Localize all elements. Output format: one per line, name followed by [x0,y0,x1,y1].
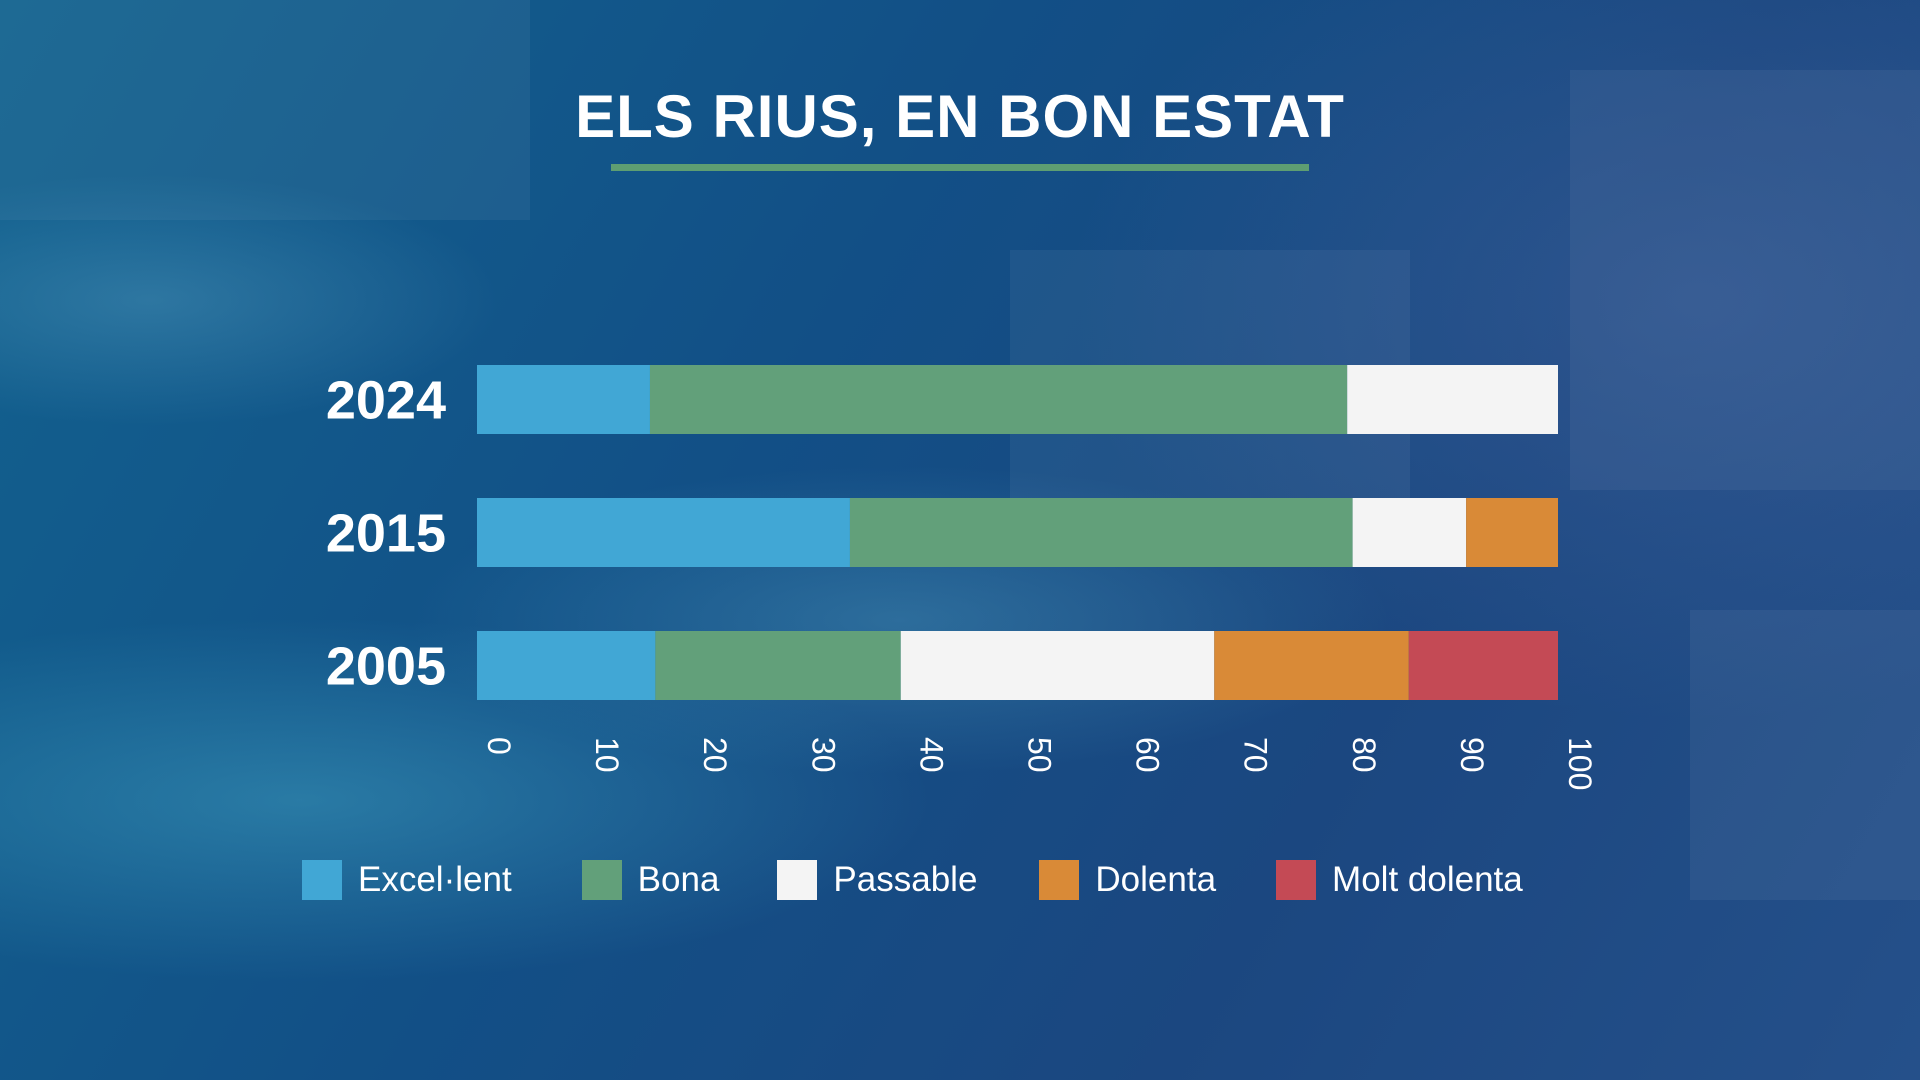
x-tick-label: 70 [1238,737,1274,773]
bar-segment-2015-excel-lent [477,498,850,567]
x-tick-label: 10 [589,737,625,773]
x-tick-label: 50 [1022,737,1058,773]
bar-segment-2005-excel-lent [477,631,656,700]
x-tick-label: 30 [805,737,841,773]
x-tick-label: 80 [1346,737,1382,773]
bar-segment-2005-passable [900,631,1215,700]
x-tick-label: 90 [1454,737,1490,773]
x-tick-label: 40 [913,737,949,773]
background-panel [1690,610,1920,900]
x-tick-label: 20 [697,737,733,773]
category-label-2005: 2005 [326,637,446,697]
x-axis-ticks: 0 10 20 30 40 50 60 70 80 90 100 [481,737,1598,790]
bar-segment-2015-bona [849,498,1353,567]
legend-label: Dolenta [1095,860,1217,899]
category-label-2015: 2015 [326,504,446,564]
legend-swatch [581,860,622,900]
legend-item: Bona [581,860,720,900]
bar-segment-2005-dolenta [1214,631,1409,700]
bar-segment-2024-bona [649,365,1348,434]
bar-segment-2005-bona [655,631,901,700]
x-tick-label: 100 [1562,737,1598,790]
legend: Excel·lent Bona Passable Dolenta Molt dolent… [302,859,1523,901]
chart-title: ELS RIUS, EN BON ESTAT [575,83,1345,150]
legend-item: Passable [777,860,977,900]
legend-swatch [302,860,342,900]
stacked-bar-chart: 2024 2015 2005 0 10 20 30 40 50 60 70 80 90 100 [326,365,1598,790]
legend-item: Dolenta [1039,860,1216,900]
legend-label: Passable [833,860,978,899]
legend-swatch [1039,860,1080,900]
title-underline [611,164,1309,171]
bar-segment-2024-excel-lent [477,365,650,434]
x-tick-label: 60 [1130,737,1166,773]
legend-swatch [777,860,818,900]
bar-segment-2015-passable [1352,498,1467,567]
category-label-2024: 2024 [326,371,446,431]
background-panel [1570,70,1920,490]
background-panel [0,0,530,220]
bar-segment-2005-molt-dolenta [1408,631,1558,700]
x-tick-label: 0 [481,737,517,755]
bar-segment-2024-passable [1347,365,1558,434]
bar-segment-2015-dolenta [1466,498,1558,567]
year-labels-layer: 2024 2015 2005 [326,371,446,697]
legend-label: Bona [637,860,720,899]
legend-swatch [1276,860,1317,900]
bars-layer [477,365,1558,700]
legend-item: Excel·lent [302,860,512,900]
legend-label: Excel·lent [358,860,512,899]
legend-label: Molt dolenta [1332,860,1523,899]
legend-item: Molt dolenta [1276,860,1523,900]
